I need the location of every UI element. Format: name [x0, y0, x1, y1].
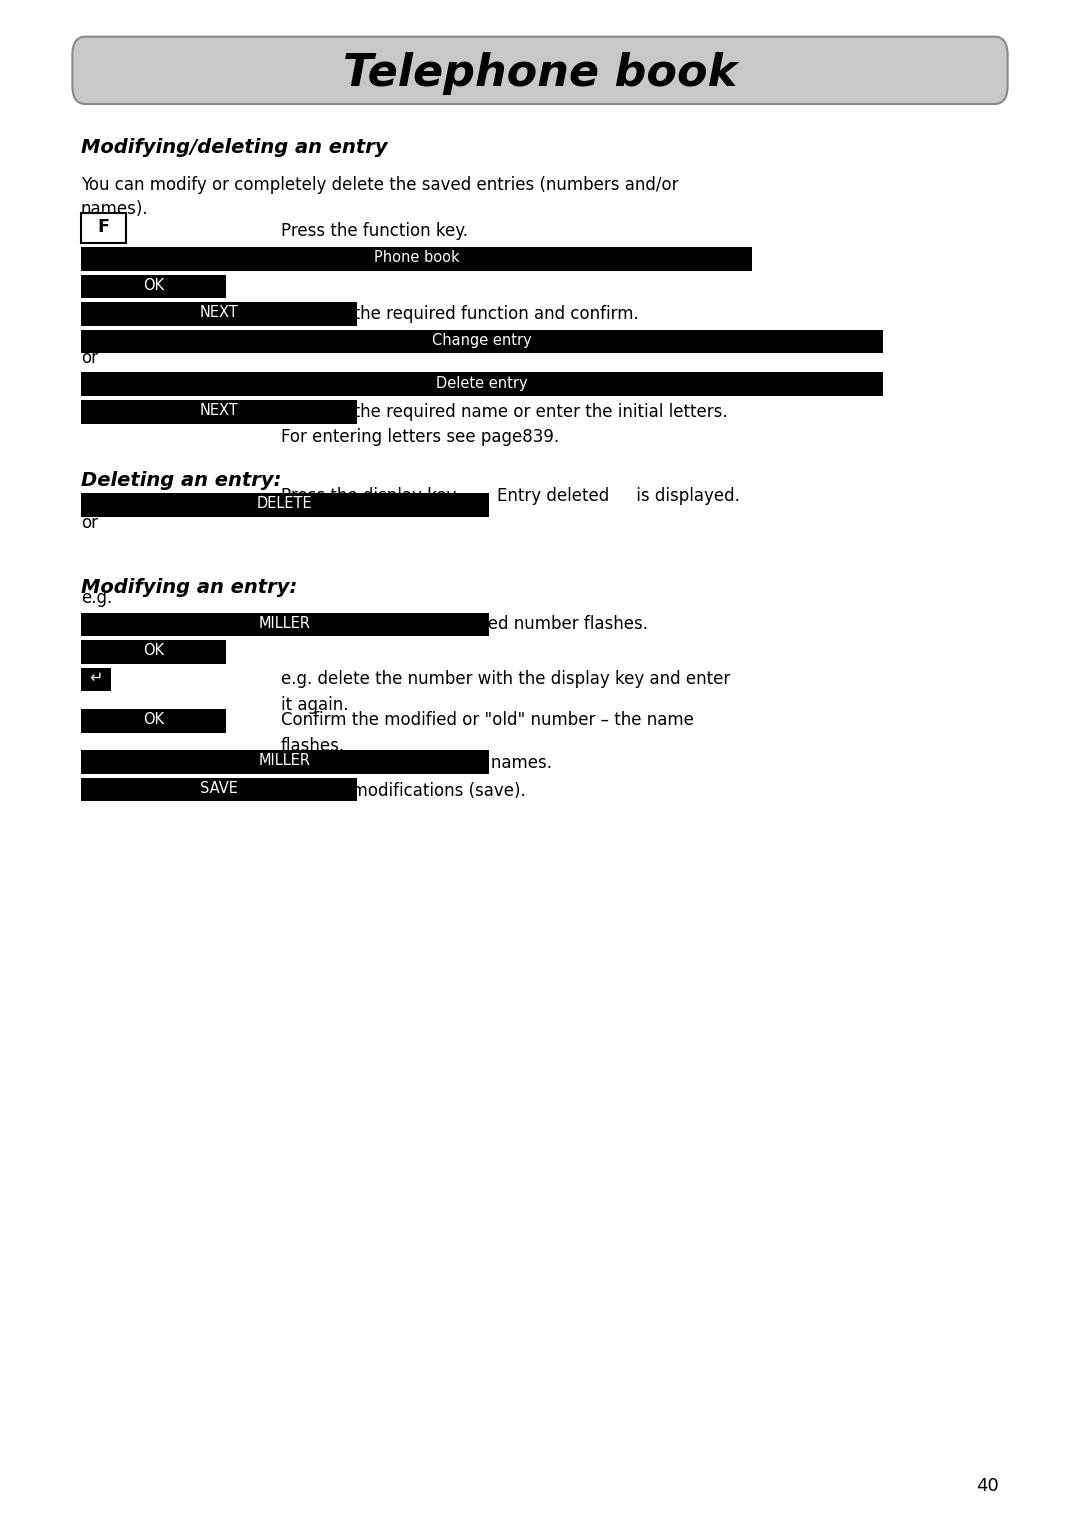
Text: MILLER: MILLER [259, 754, 311, 768]
Text: SAVE: SAVE [200, 781, 238, 795]
Text: ↵: ↵ [90, 671, 103, 685]
Text: Press the function key.: Press the function key. [281, 222, 468, 240]
Text: Confirm the "Telephone book" function.: Confirm the "Telephone book" function. [281, 249, 608, 268]
Bar [81, 330, 883, 353]
Bar [81, 778, 357, 801]
Bar [81, 494, 488, 517]
Text: Telephone book: Telephone book [342, 52, 738, 95]
Text: Deleting an entry:: Deleting an entry: [81, 471, 282, 489]
Bar [81, 709, 226, 732]
Text: Confirm names – the saved number flashes.: Confirm names – the saved number flashes… [281, 615, 648, 633]
Text: OK: OK [143, 644, 164, 657]
Text: Confirm the modified or "old" number – the name
flashes.: Confirm the modified or "old" number – t… [281, 711, 693, 755]
Text: or: or [81, 514, 98, 532]
Text: Modifying/deleting an entry: Modifying/deleting an entry [81, 138, 388, 156]
FancyBboxPatch shape [72, 37, 1008, 104]
Text: OK: OK [143, 278, 164, 292]
Bar [81, 613, 488, 636]
Bar [81, 275, 226, 298]
Text: Scroll to the required function and confirm.: Scroll to the required function and conf… [281, 304, 638, 323]
Bar [81, 214, 126, 243]
Text: Save all modifications (save).: Save all modifications (save). [281, 781, 526, 800]
Text: e.g.: e.g. [81, 589, 112, 607]
Text: Phone book: Phone book [374, 251, 459, 265]
Bar [81, 751, 488, 774]
Text: e.g. delete the number with the display key and enter
it again.: e.g. delete the number with the display … [281, 670, 730, 714]
Text: is displayed.: is displayed. [631, 486, 740, 505]
Text: F: F [97, 219, 110, 237]
Bar [81, 248, 752, 271]
Text: Change entry: Change entry [432, 333, 532, 347]
Text: NEXT: NEXT [200, 404, 239, 417]
Text: MILLER: MILLER [259, 616, 311, 630]
Text: OK: OK [143, 713, 164, 726]
Text: Scroll to the required name or enter the initial letters.
For entering letters s: Scroll to the required name or enter the… [281, 402, 728, 446]
Text: names).: names). [81, 200, 149, 219]
Text: If necessary, change the names.: If necessary, change the names. [281, 754, 552, 772]
Text: Entry deleted: Entry deleted [497, 486, 609, 505]
Text: or: or [81, 349, 98, 367]
Text: Delete entry: Delete entry [436, 376, 528, 390]
Text: Modifying an entry:: Modifying an entry: [81, 578, 297, 596]
Bar [81, 303, 357, 326]
Bar [81, 668, 111, 691]
Text: 40: 40 [976, 1477, 999, 1495]
Text: You can modify or completely delete the saved entries (numbers and/or: You can modify or completely delete the … [81, 176, 678, 194]
Bar [81, 641, 226, 664]
Bar [81, 373, 883, 396]
Text: NEXT: NEXT [200, 306, 239, 320]
Bar [81, 401, 357, 424]
Text: DELETE: DELETE [257, 497, 312, 511]
Text: Press the display key –: Press the display key – [281, 486, 475, 505]
